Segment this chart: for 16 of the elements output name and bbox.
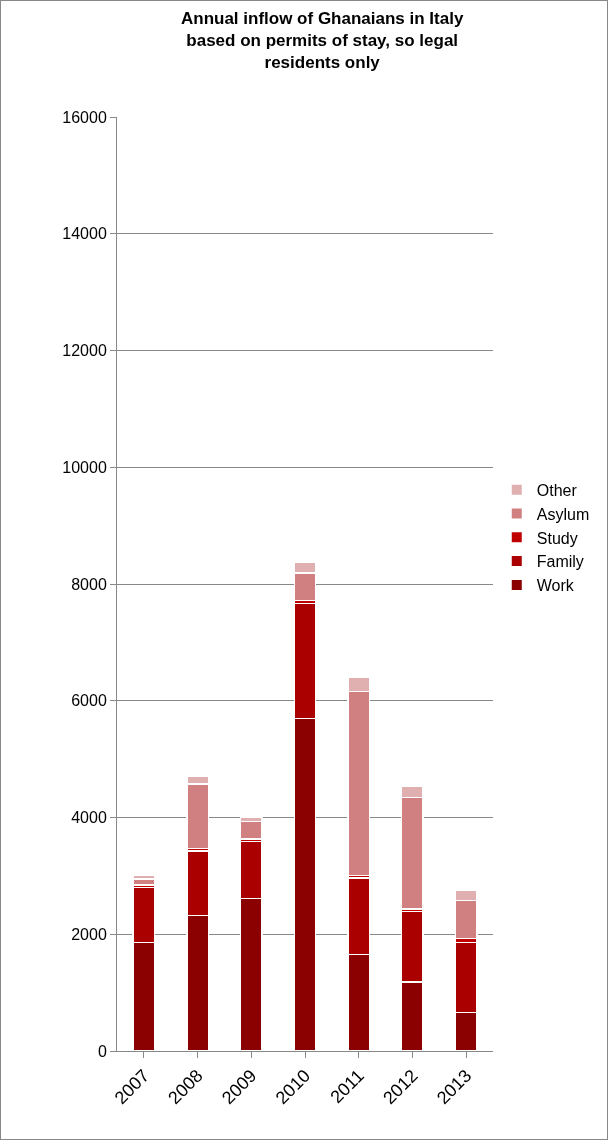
y-tick-label: 16000: [62, 108, 107, 126]
y-tick-label: 8000: [71, 575, 107, 593]
chart-title: Annual inflow of Ghanaians in Italy based on permits of stay, so legal residents only: [180, 8, 464, 72]
y-tick-label: 2000: [71, 925, 107, 943]
bar: [239, 820, 263, 840]
legend-label: Study: [536, 529, 578, 547]
legend-label: Other: [536, 481, 578, 499]
y-tick-label: 0: [97, 1042, 107, 1060]
y-tick-label: 10000: [62, 458, 107, 476]
y-tick-label: 14000: [62, 225, 107, 243]
legend-label: Work: [536, 577, 575, 595]
legend-label: Family: [536, 553, 584, 571]
y-tick-label: 4000: [71, 809, 107, 827]
y-tick-label: 6000: [71, 692, 107, 710]
legend-label: Asylum: [536, 505, 590, 523]
y-tick-label: 12000: [62, 342, 107, 360]
